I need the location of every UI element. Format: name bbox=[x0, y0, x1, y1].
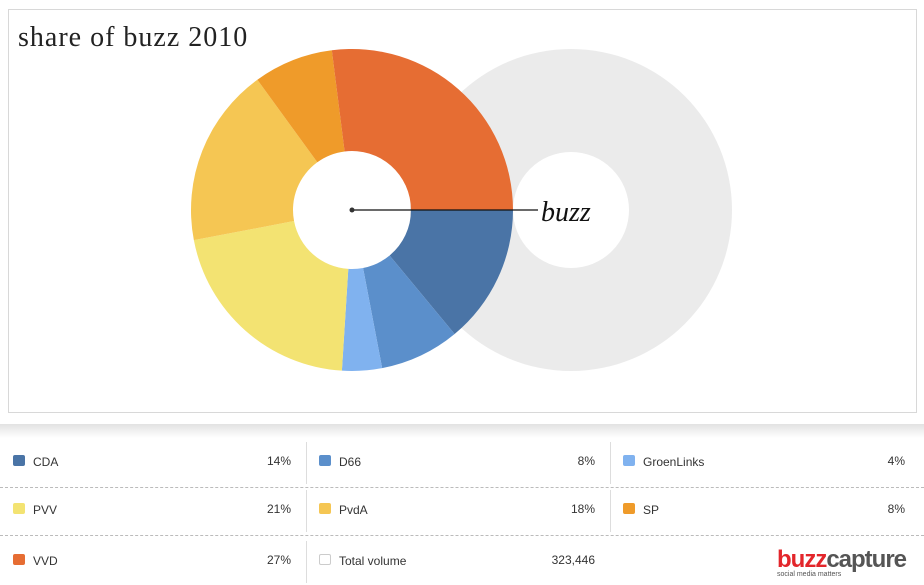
legend-swatch bbox=[319, 455, 331, 466]
slice-sp[interactable] bbox=[257, 50, 345, 163]
legend-item-groenlinks: GroenLinks 4% bbox=[610, 438, 920, 486]
legend-label: Total volume bbox=[339, 554, 407, 568]
legend-swatch bbox=[13, 455, 25, 466]
legend-label: CDA bbox=[33, 455, 59, 469]
logo-tagline: social media matters bbox=[777, 571, 842, 578]
legend-value: 8% bbox=[887, 502, 905, 516]
column-divider bbox=[306, 442, 307, 484]
slice-groenlinks[interactable] bbox=[341, 267, 383, 372]
donut-chart: buzz bbox=[191, 48, 732, 372]
center-label: buzz bbox=[541, 197, 591, 228]
row-separator bbox=[0, 535, 924, 536]
legend-label: PVV bbox=[33, 503, 58, 517]
legend-item-cda: CDA 14% bbox=[0, 438, 306, 486]
legend-item-vvd: VVD 27% bbox=[0, 537, 306, 585]
legend-label: VVD bbox=[33, 554, 58, 568]
legend-swatch bbox=[319, 503, 331, 514]
legend-swatch bbox=[13, 503, 25, 514]
legend-swatch bbox=[623, 455, 635, 466]
slice-pvda[interactable] bbox=[191, 79, 318, 241]
legend-item-total-volume: Total volume 323,446 bbox=[306, 537, 610, 585]
total-volume-hole bbox=[513, 152, 629, 268]
column-divider bbox=[610, 442, 611, 484]
slice-cda[interactable] bbox=[389, 210, 513, 335]
legend-label: PvdA bbox=[339, 503, 368, 517]
legend-label: GroenLinks bbox=[643, 455, 705, 469]
legend-label: SP bbox=[643, 503, 660, 517]
legend-label: D66 bbox=[339, 455, 362, 469]
legend-value: 4% bbox=[887, 454, 905, 468]
legend-value: 27% bbox=[266, 553, 291, 567]
divider-shadow bbox=[0, 424, 924, 438]
legend-value: 14% bbox=[266, 454, 291, 468]
slice-vvd[interactable] bbox=[331, 48, 513, 210]
legend-value: 21% bbox=[266, 502, 291, 516]
column-divider bbox=[610, 490, 611, 532]
chart-title: share of buzz 2010 bbox=[18, 22, 249, 53]
label-leader-dot bbox=[349, 207, 355, 213]
legend-value: 18% bbox=[570, 502, 595, 516]
slice-d66[interactable] bbox=[363, 255, 455, 369]
column-divider bbox=[306, 541, 307, 583]
legend-item-sp: SP 8% bbox=[610, 486, 920, 534]
legend-item-pvda: PvdA 18% bbox=[306, 486, 610, 534]
legend-swatch bbox=[13, 554, 25, 565]
legend-value: 8% bbox=[577, 454, 595, 468]
buzzcapture-logo: buzzcapture bbox=[777, 546, 907, 573]
legend-item-d66: D66 8% bbox=[306, 438, 610, 486]
legend-swatch bbox=[623, 503, 635, 514]
legend-value: 323,446 bbox=[551, 553, 595, 567]
row-separator bbox=[0, 487, 924, 488]
legend-item-pvv: PVV 21% bbox=[0, 486, 306, 534]
slice-pvv[interactable] bbox=[193, 221, 349, 371]
legend-swatch bbox=[319, 554, 331, 565]
column-divider bbox=[306, 490, 307, 532]
